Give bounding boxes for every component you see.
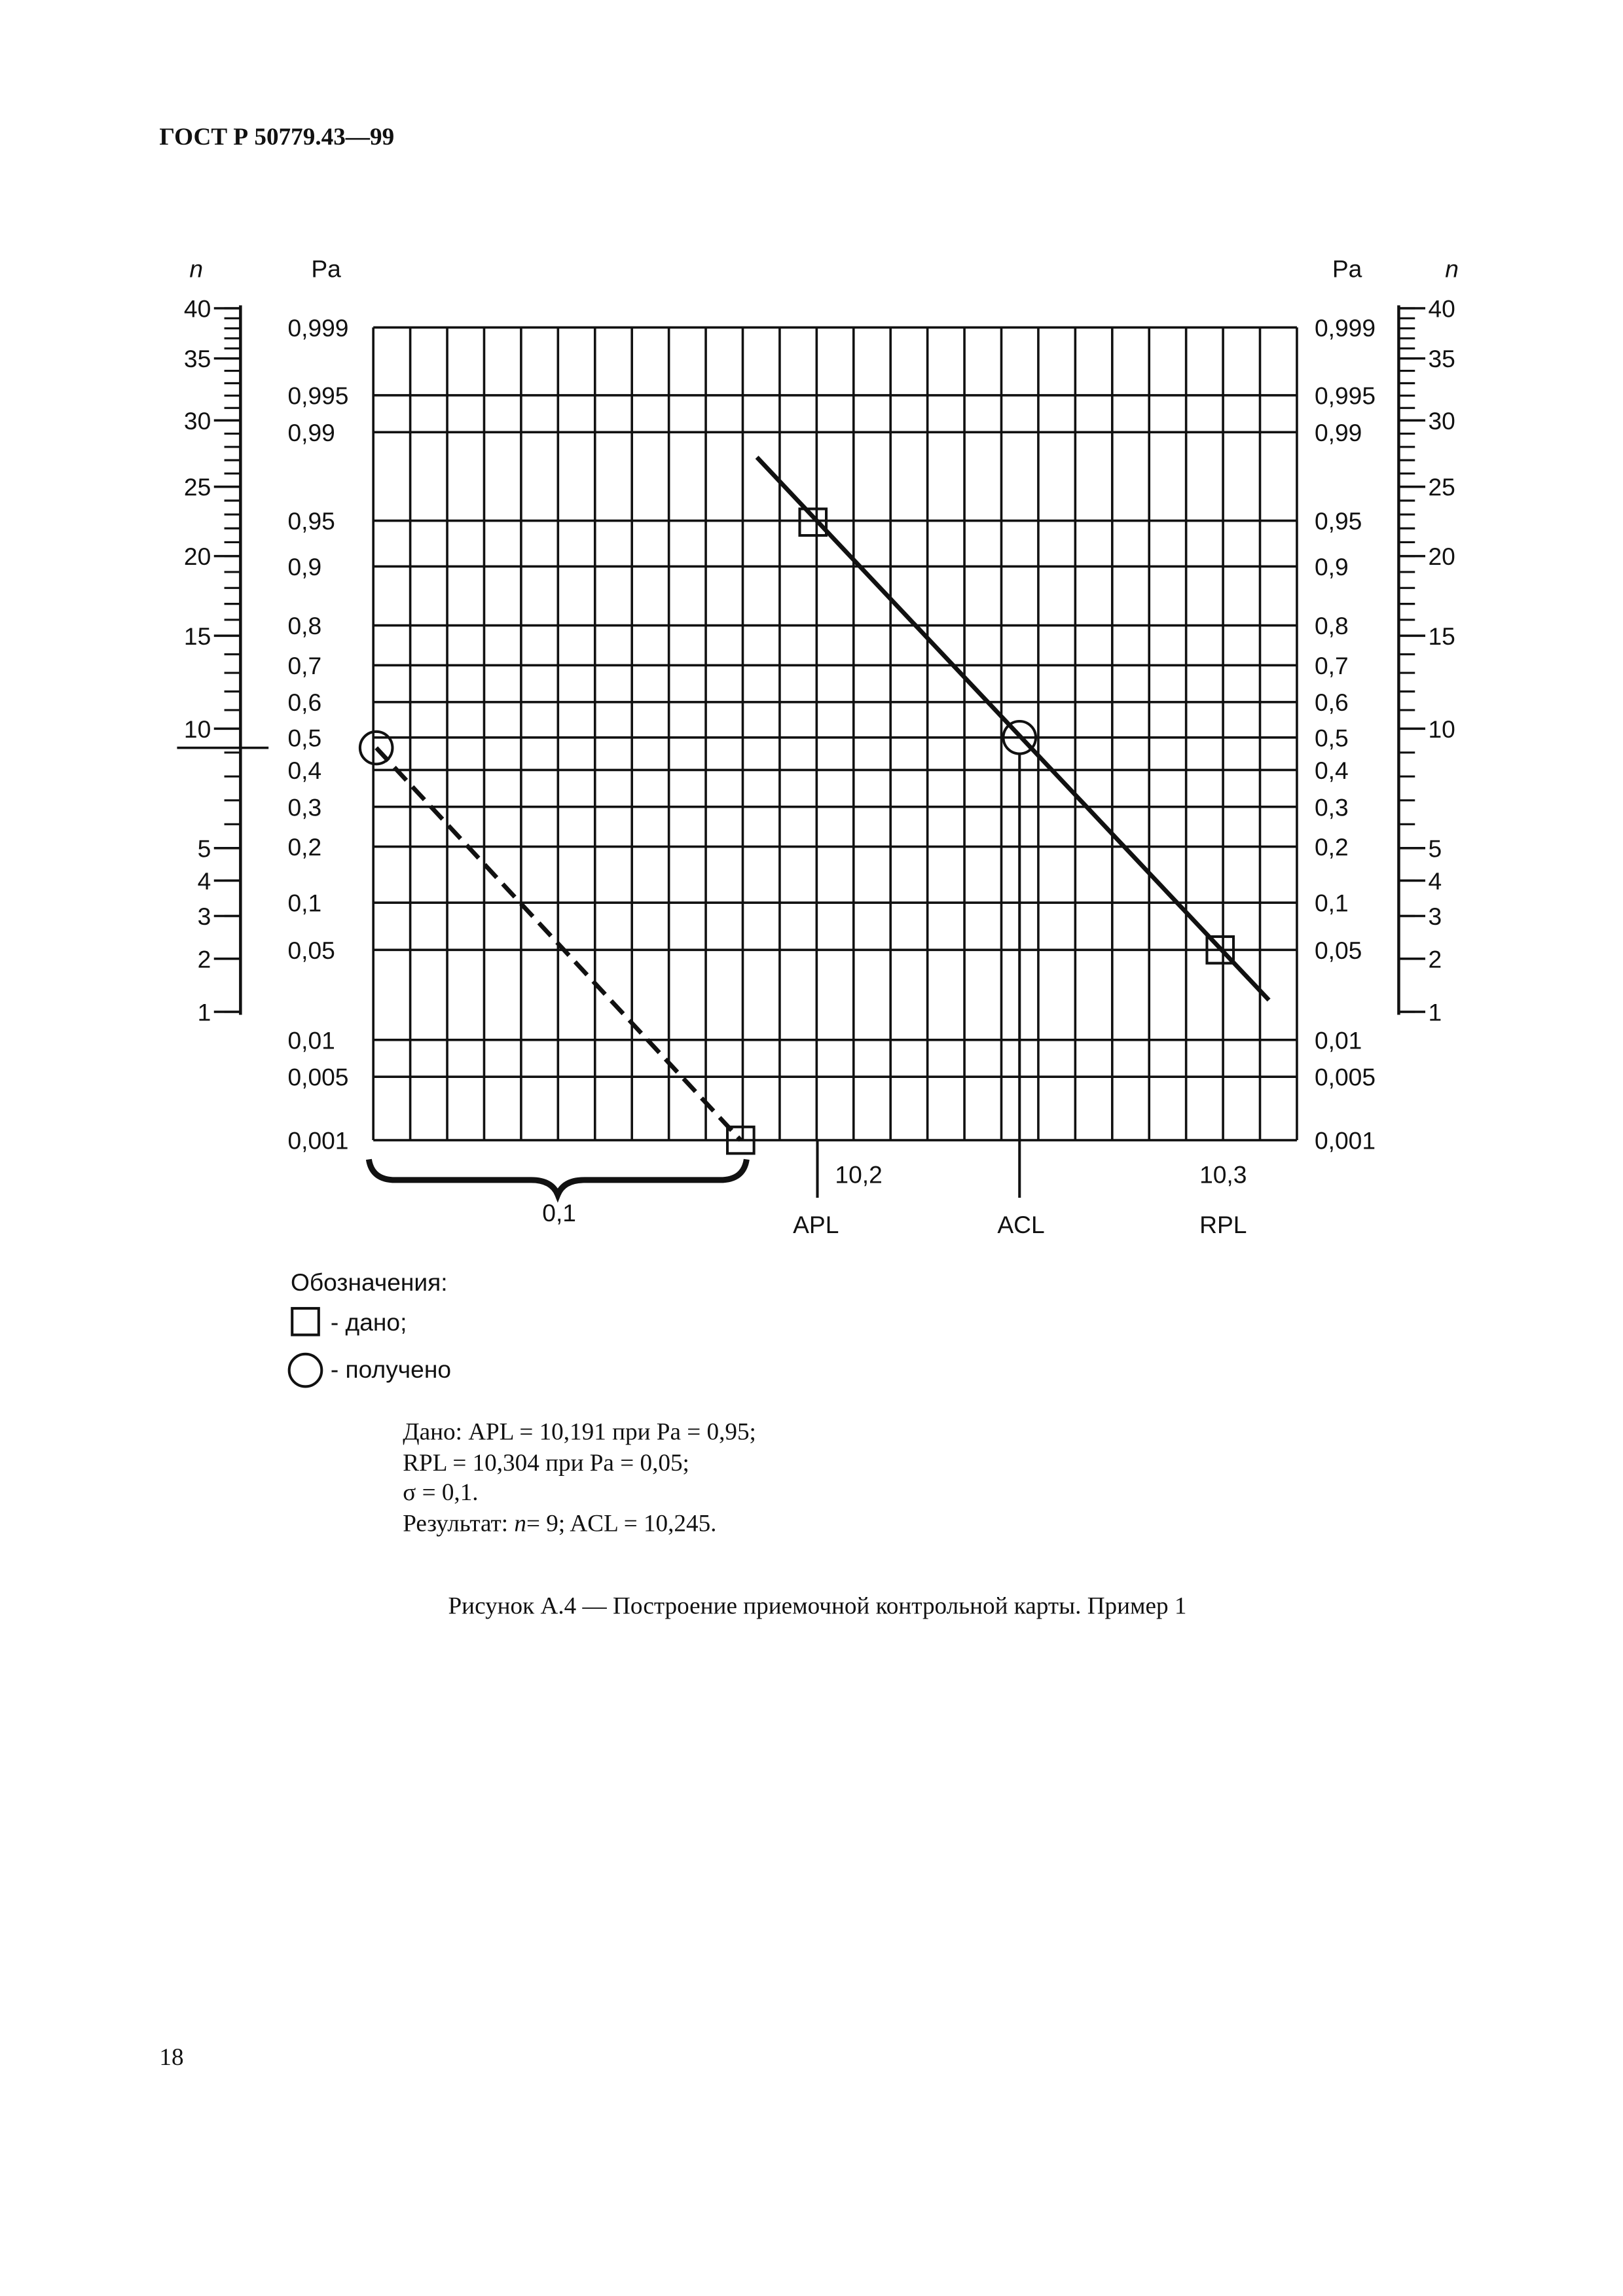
n-axis-label: n [189,255,203,283]
pa-tick-label: 0,995 [1315,382,1376,409]
note-result-var: n [514,1510,526,1537]
pa-tick-label: 0,7 [287,652,321,679]
sigma-brace [365,1158,750,1203]
pa-tick-label: 0,001 [1315,1127,1376,1155]
pa-tick-label: 0,9 [287,553,321,581]
n-tick-label: 40 [1429,295,1455,323]
legend-item: - дано; [331,1308,407,1336]
note-line: σ = 0,1. [403,1479,478,1506]
pa-tick-label: 0,05 [287,937,335,964]
pa-tick-label: 0,01 [1315,1026,1362,1054]
n-tick-label: 25 [1429,473,1455,501]
pa-tick-label: 0,2 [287,833,321,861]
header-title: ГОСТ Р 50779.43—99 [159,124,394,151]
pa-tick-label: 0,001 [287,1127,348,1155]
pa-tick-label: 0,005 [1315,1064,1376,1091]
pa-tick-label: 0,005 [287,1064,348,1091]
pa-tick-label: 0,6 [287,689,321,716]
n-tick-label: 35 [1429,345,1455,372]
pa-tick-label: 0,95 [287,507,335,535]
pa-tick-label: 0,995 [287,382,348,409]
n-tick-label: 1 [198,999,211,1026]
oc-line-dashed [374,746,742,1142]
note-line: Дано: APL = 10,191 при Pa = 0,95; [403,1419,756,1446]
pa-tick-label: 0,1 [287,889,321,917]
pa-tick-label: 0,999 [287,314,348,342]
n-tick-label: 3 [1429,903,1442,930]
pa-tick-label: 0,7 [1315,652,1349,679]
x-tick-label: 10,3 [1199,1160,1247,1188]
n-tick-label: 25 [184,473,211,501]
x-marker-label: ACL [997,1211,1044,1238]
n-tick-label: 5 [1429,834,1442,862]
pa-tick-label: 0,95 [1315,507,1362,535]
n-tick-label: 30 [1429,407,1455,435]
pa-tick-label: 0,2 [1315,833,1349,861]
n-tick-label: 15 [184,622,211,650]
given-point [798,507,828,537]
result-point [358,730,394,766]
legend-title: Обозначения: [291,1268,448,1296]
pa-tick-label: 0,4 [287,757,321,784]
pa-tick-label: 0,6 [1315,689,1349,716]
grid [372,326,1298,1141]
n-tick-label: 35 [184,345,211,372]
pa-tick-label: 0,01 [287,1026,335,1054]
n-tick-label: 1 [1429,999,1442,1026]
n-tick-label: 20 [184,543,211,570]
pa-tick-label: 0,4 [1315,757,1349,784]
note-result-prefix: Результат: [403,1510,514,1537]
pa-tick-label: 0,99 [287,419,335,446]
pa-tick-label: 0,999 [1315,314,1376,342]
figure-caption: Рисунок А.4 — Построение приемочной конт… [448,1592,1187,1619]
pa-tick-label: 0,99 [1315,419,1362,446]
n-tick-label: 4 [198,867,211,895]
sigma-label: 0,1 [542,1199,576,1227]
pa-tick-label: 0,5 [287,724,321,751]
x-marker-label: APL [793,1211,839,1238]
pa-tick-label: 0,1 [1315,889,1349,917]
pa-tick-label: 0,5 [1315,724,1349,751]
pa-tick-label: 0,3 [1315,793,1349,821]
n-tick-label: 4 [1429,867,1442,895]
note-result: Результат: n= 9; ACL = 10,245. [403,1510,716,1537]
n-tick-label: 40 [184,295,211,323]
n-tick-label: 20 [1429,543,1455,570]
n-tick-label: 2 [1429,945,1442,973]
n-tick-label: 15 [1429,622,1455,650]
note-result-rest: = 9; ACL = 10,245. [526,1510,716,1537]
given-point [726,1125,756,1155]
n-tick-label: 2 [198,945,211,973]
pa-tick-label: 0,8 [287,612,321,639]
n-axis-label: n [1445,255,1459,283]
pa-tick-label: 0,3 [287,793,321,821]
pa-tick-label: 0,9 [1315,553,1349,581]
pa-axis-label: Pa [1332,255,1362,283]
note-line: RPL = 10,304 при Pa = 0,05; [403,1450,689,1477]
pa-tick-label: 0,8 [1315,612,1349,639]
oc-line [755,456,1271,1002]
n-tick-label: 10 [184,715,211,743]
pa-axis-label: Pa [311,255,341,283]
n-tick-label: 10 [1429,715,1455,743]
given-point [1205,935,1235,965]
pa-tick-label: 0,05 [1315,937,1362,964]
x-tick-label: 10,2 [835,1160,882,1188]
n-tick-label: 5 [198,834,211,862]
n-tick-label: 3 [198,903,211,930]
n-tick-label: 30 [184,407,211,435]
x-marker-label: RPL [1199,1211,1247,1238]
page-number: 18 [159,2044,183,2071]
legend-circle [287,1352,323,1388]
legend-square [291,1306,320,1336]
legend-item: - получено [331,1355,451,1383]
